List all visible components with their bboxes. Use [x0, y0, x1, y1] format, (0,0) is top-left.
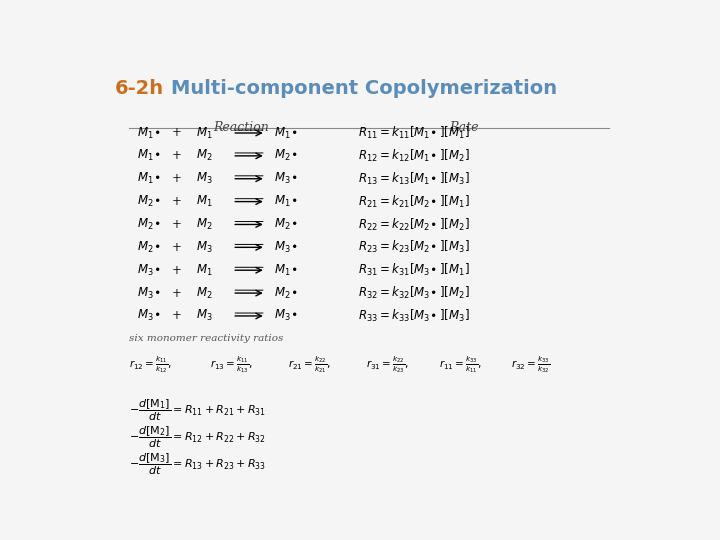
Text: $M_3\!\bullet$: $M_3\!\bullet$ [274, 308, 297, 323]
Text: +: + [171, 241, 181, 254]
Text: $r_{21} = \frac{k_{22}}{k_{21}},$: $r_{21} = \frac{k_{22}}{k_{21}},$ [288, 354, 331, 375]
Text: 6-2h: 6-2h [115, 79, 164, 98]
Text: $R_{21} = k_{21}[M_{2}\!\bullet][M_{1}]$: $R_{21} = k_{21}[M_{2}\!\bullet][M_{1}]$ [358, 193, 469, 210]
Text: +: + [171, 150, 181, 163]
Text: $M_3\!\bullet$: $M_3\!\bullet$ [274, 171, 297, 186]
Text: $M_1$: $M_1$ [196, 194, 212, 209]
Text: $R_{12} = k_{12}[M_{1}\!\bullet][M_{2}]$: $R_{12} = k_{12}[M_{1}\!\bullet][M_{2}]$ [358, 148, 469, 164]
Text: $M_2\!\bullet$: $M_2\!\bullet$ [138, 240, 161, 255]
Text: $R_{31} = k_{31}[M_{3}\!\bullet][M_{1}]$: $R_{31} = k_{31}[M_{3}\!\bullet][M_{1}]$ [358, 262, 469, 278]
Text: $-\dfrac{d[\mathrm{M}_2]}{dt} = R_{12} + R_{22} + R_{32}$: $-\dfrac{d[\mathrm{M}_2]}{dt} = R_{12} +… [129, 425, 266, 450]
Text: $R_{33} = k_{33}[M_{3}\!\bullet][M_{3}]$: $R_{33} = k_{33}[M_{3}\!\bullet][M_{3}]$ [358, 308, 469, 324]
Text: $M_3\!\bullet$: $M_3\!\bullet$ [138, 286, 161, 301]
Text: $M_2\!\bullet$: $M_2\!\bullet$ [138, 217, 161, 232]
Text: +: + [171, 287, 181, 300]
Text: +: + [171, 218, 181, 231]
Text: $M_3\!\bullet$: $M_3\!\bullet$ [138, 262, 161, 278]
Text: $M_1\!\bullet$: $M_1\!\bullet$ [138, 125, 161, 140]
Text: +: + [171, 195, 181, 208]
Text: +: + [171, 264, 181, 276]
Text: $r_{11} = \frac{k_{33}}{k_{11}},$: $r_{11} = \frac{k_{33}}{k_{11}},$ [438, 354, 482, 375]
Text: +: + [171, 172, 181, 185]
Text: $M_3$: $M_3$ [196, 240, 212, 255]
Text: $r_{12} = \frac{k_{11}}{k_{12}},$: $r_{12} = \frac{k_{11}}{k_{12}},$ [129, 354, 172, 375]
Text: $r_{32} = \frac{k_{33}}{k_{32}}$: $r_{32} = \frac{k_{33}}{k_{32}}$ [511, 354, 551, 375]
Text: $M_3\!\bullet$: $M_3\!\bullet$ [274, 240, 297, 255]
Text: $M_2\!\bullet$: $M_2\!\bullet$ [274, 148, 297, 164]
Text: $M_1$: $M_1$ [196, 262, 212, 278]
Text: $M_2$: $M_2$ [196, 148, 212, 164]
Text: $M_3\!\bullet$: $M_3\!\bullet$ [138, 308, 161, 323]
Text: $M_2$: $M_2$ [196, 217, 212, 232]
Text: $M_1\!\bullet$: $M_1\!\bullet$ [274, 125, 297, 140]
Text: $R_{32} = k_{32}[M_{3}\!\bullet][M_{2}]$: $R_{32} = k_{32}[M_{3}\!\bullet][M_{2}]$ [358, 285, 469, 301]
Text: $M_3$: $M_3$ [196, 308, 212, 323]
Text: $M_1\!\bullet$: $M_1\!\bullet$ [138, 171, 161, 186]
Text: $M_2$: $M_2$ [196, 286, 212, 301]
Text: $-\dfrac{d[\mathrm{M}_1]}{dt} = R_{11} + R_{21} + R_{31}$: $-\dfrac{d[\mathrm{M}_1]}{dt} = R_{11} +… [129, 398, 266, 423]
Text: $M_1\!\bullet$: $M_1\!\bullet$ [274, 194, 297, 209]
Text: $M_2\!\bullet$: $M_2\!\bullet$ [274, 217, 297, 232]
Text: $r_{31} = \frac{k_{22}}{k_{23}},$: $r_{31} = \frac{k_{22}}{k_{23}},$ [366, 354, 409, 375]
Text: $R_{23} = k_{23}[M_{2}\!\bullet][M_{3}]$: $R_{23} = k_{23}[M_{2}\!\bullet][M_{3}]$ [358, 239, 469, 255]
Text: $R_{11} = k_{11}[M_{1}\!\bullet][M_{1}]$: $R_{11} = k_{11}[M_{1}\!\bullet][M_{1}]$ [358, 125, 469, 141]
Text: $-\dfrac{d[\mathrm{M}_3]}{dt} = R_{13} + R_{23} + R_{33}$: $-\dfrac{d[\mathrm{M}_3]}{dt} = R_{13} +… [129, 452, 266, 477]
Text: $R_{22} = k_{22}[M_{2}\!\bullet][M_{2}]$: $R_{22} = k_{22}[M_{2}\!\bullet][M_{2}]$ [358, 217, 469, 233]
Text: $M_1\!\bullet$: $M_1\!\bullet$ [138, 148, 161, 164]
Text: +: + [171, 126, 181, 139]
Text: Rate: Rate [449, 121, 479, 134]
Text: $M_2\!\bullet$: $M_2\!\bullet$ [274, 286, 297, 301]
Text: Reaction: Reaction [213, 121, 269, 134]
Text: $R_{13} = k_{13}[M_{1}\!\bullet][M_{3}]$: $R_{13} = k_{13}[M_{1}\!\bullet][M_{3}]$ [358, 171, 469, 187]
Text: $M_1\!\bullet$: $M_1\!\bullet$ [274, 262, 297, 278]
Text: $r_{13} = \frac{k_{11}}{k_{13}},$: $r_{13} = \frac{k_{11}}{k_{13}},$ [210, 354, 253, 375]
Text: six monomer reactivity ratios: six monomer reactivity ratios [129, 334, 284, 342]
Text: +: + [171, 309, 181, 322]
Text: Multi-component Copolymerization: Multi-component Copolymerization [171, 79, 557, 98]
Text: $M_2\!\bullet$: $M_2\!\bullet$ [138, 194, 161, 209]
Text: $M_1$: $M_1$ [196, 125, 212, 140]
Text: $M_3$: $M_3$ [196, 171, 212, 186]
